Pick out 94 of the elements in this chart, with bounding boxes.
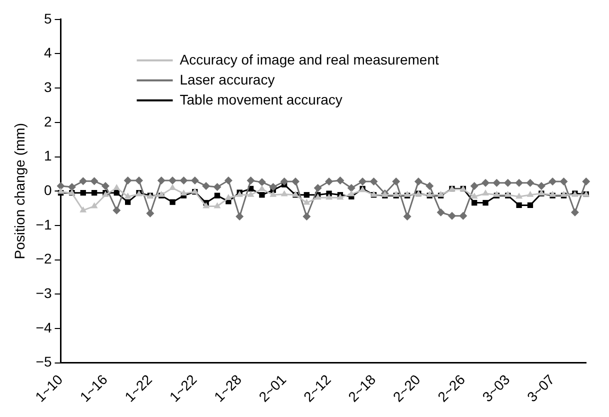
point	[548, 177, 557, 186]
point	[180, 176, 188, 184]
point	[168, 176, 177, 184]
point	[314, 184, 322, 192]
point	[426, 182, 434, 190]
point	[202, 182, 210, 190]
point	[526, 190, 534, 197]
point	[504, 178, 512, 187]
point	[214, 192, 220, 198]
point	[68, 182, 76, 191]
point	[302, 212, 311, 221]
point	[472, 200, 478, 206]
point	[90, 202, 98, 208]
y-tick-label: −1	[36, 216, 52, 232]
point	[291, 177, 300, 186]
point	[436, 208, 445, 216]
point	[459, 212, 468, 220]
y-tick-label: 1	[44, 148, 52, 164]
point	[202, 202, 210, 208]
y-tick-label: 3	[44, 78, 52, 95]
point	[482, 190, 489, 196]
point	[214, 202, 221, 208]
y-tick-label: 0	[44, 182, 52, 198]
legend-label: Accuracy of image and real measurement	[180, 51, 439, 68]
point	[492, 178, 501, 187]
point	[414, 177, 422, 186]
point	[515, 178, 524, 187]
y-tick-label: 2	[44, 113, 52, 130]
point	[582, 177, 590, 186]
point	[80, 190, 86, 196]
point	[180, 190, 188, 196]
y-tick-label: 4	[44, 44, 52, 61]
point	[448, 212, 456, 220]
point	[358, 177, 367, 186]
point	[190, 176, 199, 184]
point	[246, 176, 255, 184]
y-tick-label: 5	[44, 10, 52, 26]
point	[124, 176, 132, 184]
point	[124, 192, 132, 199]
point	[326, 194, 332, 200]
point	[304, 192, 310, 198]
point	[516, 192, 523, 199]
legend-label: Laser accuracy	[180, 71, 275, 88]
point	[112, 206, 121, 214]
point	[259, 192, 265, 198]
point	[101, 182, 110, 190]
point	[303, 198, 310, 205]
point	[57, 188, 64, 194]
y-axis-title: Position change (mm)	[11, 123, 28, 260]
point	[258, 185, 266, 192]
point	[170, 199, 176, 205]
point	[348, 190, 355, 196]
point	[79, 177, 88, 186]
point	[403, 212, 412, 221]
point	[146, 209, 154, 218]
point	[135, 176, 144, 184]
point	[336, 176, 344, 184]
point	[482, 178, 490, 187]
point	[392, 177, 400, 186]
point	[470, 182, 478, 190]
legend-label: Table movement accuracy	[180, 91, 342, 108]
point	[516, 202, 522, 208]
point	[56, 182, 65, 190]
point	[537, 182, 546, 190]
point	[526, 178, 534, 187]
point	[325, 177, 334, 186]
point	[280, 190, 288, 196]
point	[347, 184, 356, 192]
point	[258, 178, 266, 186]
point	[560, 177, 568, 186]
point	[125, 199, 131, 205]
point	[570, 208, 579, 216]
point	[91, 190, 98, 196]
y-tick-label: −2	[36, 250, 52, 267]
point	[270, 190, 277, 197]
point	[280, 177, 288, 186]
point	[236, 212, 244, 221]
point	[90, 177, 98, 186]
point	[247, 190, 254, 197]
point	[80, 206, 87, 212]
point	[224, 176, 232, 184]
point	[213, 182, 222, 191]
y-tick-label: −4	[36, 319, 52, 336]
point	[113, 184, 120, 190]
point	[370, 177, 378, 186]
point	[269, 182, 278, 191]
point	[224, 194, 232, 200]
point	[527, 202, 534, 208]
y-tick-label: −5	[36, 354, 52, 370]
point	[470, 192, 478, 199]
point	[482, 200, 488, 206]
point	[157, 176, 166, 184]
y-tick-label: −3	[36, 284, 52, 301]
point	[114, 190, 120, 196]
